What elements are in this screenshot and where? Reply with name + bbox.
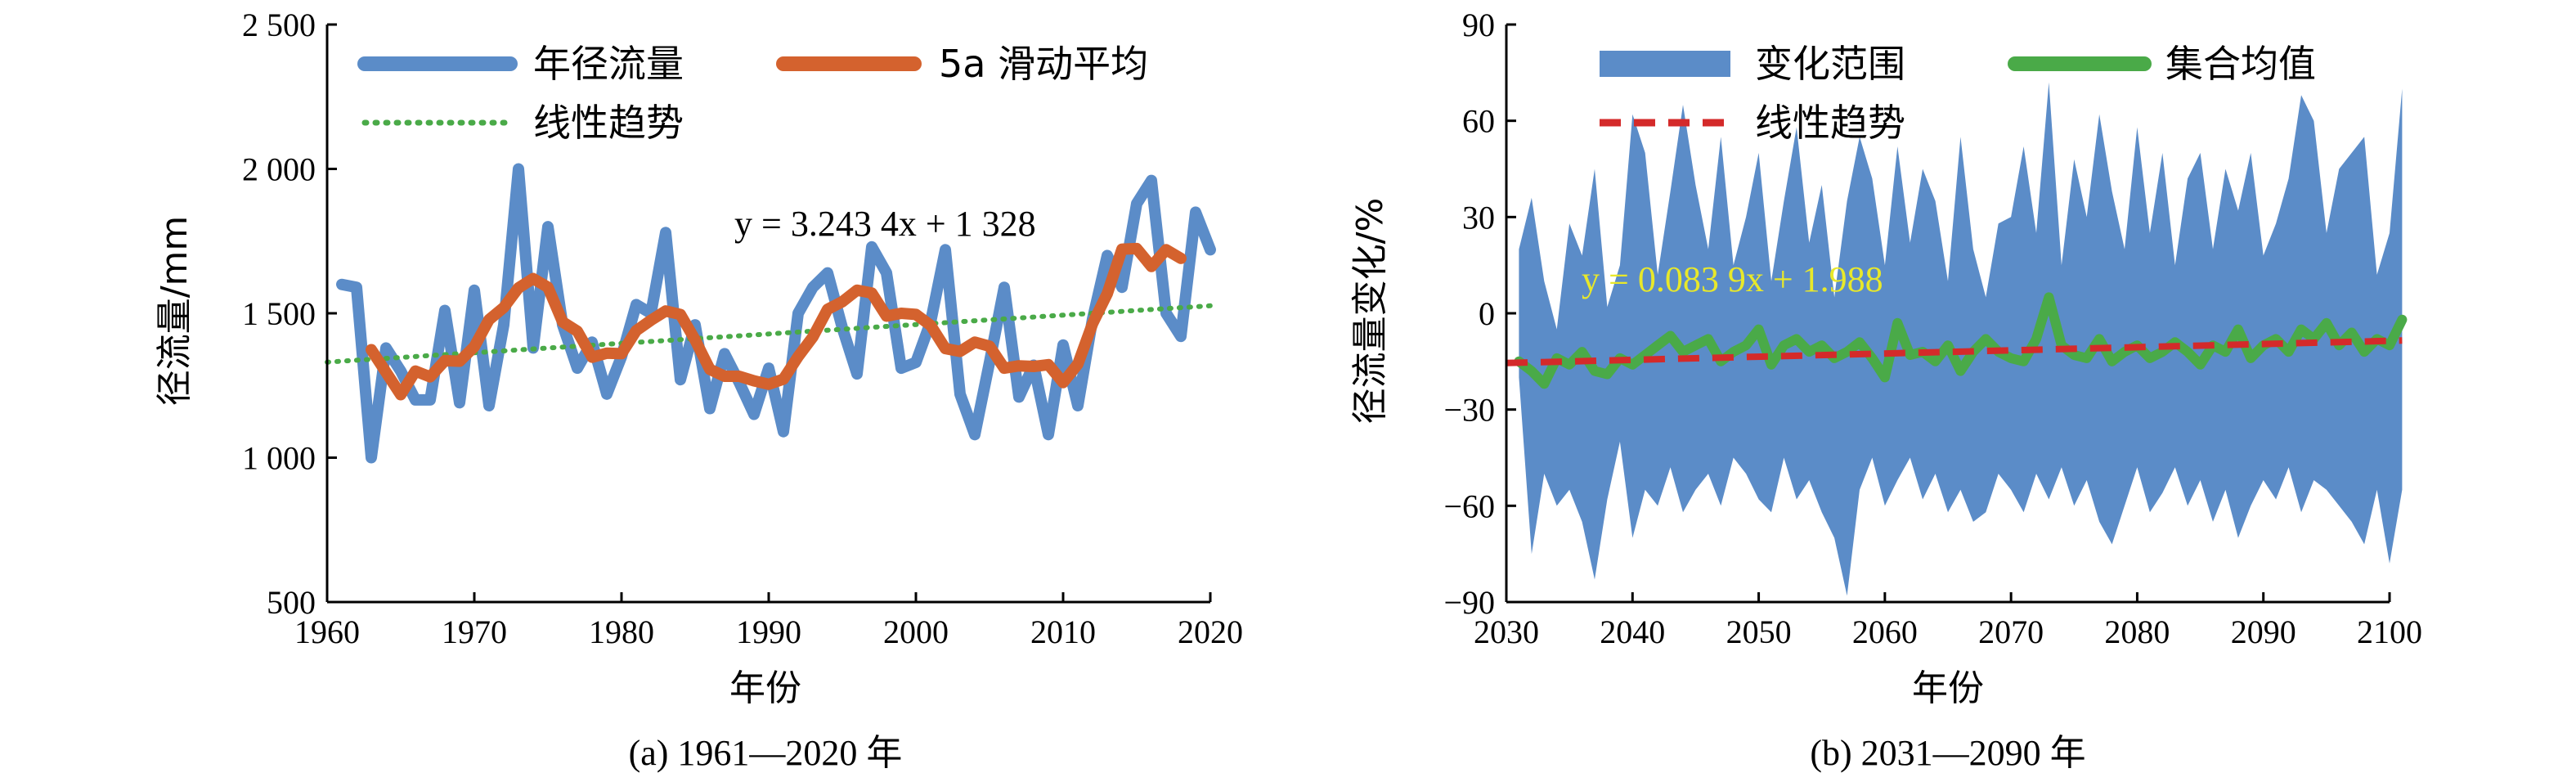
panel-b-y-tick-label: −30 xyxy=(1443,392,1495,429)
panel-a-y-tick-label: 2 000 xyxy=(242,151,316,188)
legend-label-annual: 年径流量 xyxy=(533,42,684,86)
panel-b-legend: 变化范围 集合均值 线性趋势 xyxy=(1600,42,2316,145)
panel-b-x-tick-label: 2050 xyxy=(1726,613,1792,650)
panel-a-series xyxy=(325,163,1216,464)
panel-a-x-tick-label: 2020 xyxy=(1178,613,1243,650)
panel-b-x-tick-label: 2040 xyxy=(1600,613,1665,650)
panel-b-y-tick-label: 0 xyxy=(1479,295,1495,332)
panel-a-x-tick-label: 1970 xyxy=(442,613,507,650)
panel-b-x-tick-label: 2030 xyxy=(1474,613,1539,650)
legend-label-range: 变化范围 xyxy=(1755,42,1905,86)
panel-b-x-tick-label: 2080 xyxy=(2104,613,2170,650)
panel-a-y-tick-label: 500 xyxy=(267,584,316,621)
panel-b-series xyxy=(1506,82,2408,596)
series-moving-average-line xyxy=(366,242,1187,401)
panel-a-y-label: 径流量/mm xyxy=(154,216,195,407)
panel-b-y-tick-label: −90 xyxy=(1443,584,1495,621)
panel-b: 2030 2040 2050 2060 2070 2080 2090 2100 −90 −60 −3… xyxy=(1349,7,2422,773)
panel-a-x-tick-label: 1990 xyxy=(736,613,801,650)
panel-a-legend: 年径流量 5a 滑动平均 线性趋势 xyxy=(357,42,1148,145)
panel-a-caption: (a) 1961—2020 年 xyxy=(629,733,903,773)
panel-a: 1960 1970 1980 1990 2000 2010 2020 500 1 000 1 50… xyxy=(154,7,1243,773)
panel-b-caption: (b) 2031—2090 年 xyxy=(1810,733,2085,773)
panel-a-x-label: 年份 xyxy=(729,667,801,709)
legend-label-trend: 线性趋势 xyxy=(533,101,684,145)
panel-a-y-tick-label: 1 500 xyxy=(242,295,316,332)
panel-b-y-tick-label: 60 xyxy=(1462,103,1495,140)
panel-a-x-tick-label: 1980 xyxy=(589,613,654,650)
panel-a-x-tick-label: 1960 xyxy=(294,613,360,650)
panel-b-equation: y = 0.083 9x + 1.988 xyxy=(1582,259,1883,299)
series-linear-trend-line-b xyxy=(1506,337,2403,366)
panel-b-y-tick-label: −60 xyxy=(1443,488,1495,524)
panel-a-x-tick-label: 2010 xyxy=(1030,613,1096,650)
panel-a-ticks: 1960 1970 1980 1990 2000 2010 2020 500 1 000 1 50… xyxy=(242,7,1243,650)
panel-b-x-tick-label: 2060 xyxy=(1852,613,1918,650)
legend-label-trend-b: 线性趋势 xyxy=(1755,101,1905,145)
series-annual-runoff-line xyxy=(336,163,1216,464)
series-change-range-band xyxy=(1519,82,2403,596)
panel-b-y-label: 径流量变化/% xyxy=(1349,198,1391,425)
panel-a-y-tick-label: 2 500 xyxy=(242,7,316,43)
panel-b-ticks: 2030 2040 2050 2060 2070 2080 2090 2100 −90 −60 −3… xyxy=(1443,7,2422,650)
panel-b-x-label: 年份 xyxy=(1912,667,1984,709)
panel-b-y-tick-label: 90 xyxy=(1462,7,1495,43)
panel-a-equation: y = 3.243 4x + 1 328 xyxy=(734,204,1036,244)
legend-label-moving: 5a 滑动平均 xyxy=(939,42,1148,86)
panel-a-x-tick-label: 2000 xyxy=(883,613,949,650)
legend-label-mean: 集合均值 xyxy=(2165,42,2316,86)
panel-b-y-tick-label: 30 xyxy=(1462,199,1495,236)
panel-a-y-tick-label: 1 000 xyxy=(242,440,316,477)
legend-swatch-range xyxy=(1600,51,1730,77)
panel-b-x-tick-label: 2070 xyxy=(1978,613,2044,650)
panel-a-axes xyxy=(325,25,1210,604)
panel-b-x-tick-label: 2100 xyxy=(2357,613,2422,650)
series-ensemble-mean-line xyxy=(1514,292,2408,389)
panel-b-x-tick-label: 2090 xyxy=(2231,613,2296,650)
